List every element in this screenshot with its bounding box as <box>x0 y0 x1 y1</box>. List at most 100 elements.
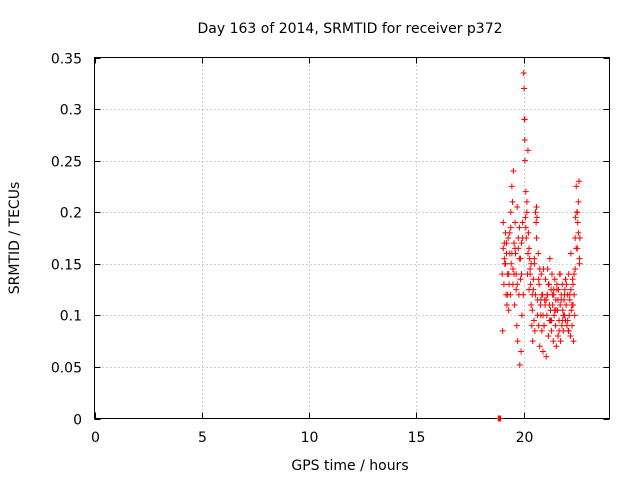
data-point <box>508 250 515 257</box>
data-point <box>535 322 542 329</box>
data-point <box>571 271 578 278</box>
data-point <box>573 245 580 252</box>
x-tick-label: 10 <box>301 430 319 446</box>
data-point <box>545 281 552 288</box>
data-point <box>574 209 581 216</box>
data-point <box>528 322 535 329</box>
data-point <box>535 276 542 283</box>
data-point <box>508 260 515 267</box>
y-tick-label: 0.2 <box>60 206 82 222</box>
data-point <box>512 219 519 226</box>
data-point <box>513 286 520 293</box>
data-point <box>568 302 575 309</box>
data-point <box>565 271 572 278</box>
grid-lines <box>94 57 610 419</box>
data-point <box>522 188 529 195</box>
data-point <box>531 255 538 262</box>
data-point <box>575 229 582 236</box>
data-point <box>527 281 534 288</box>
data-point <box>532 209 539 216</box>
data-point <box>536 343 543 350</box>
data-point <box>566 291 573 298</box>
data-point <box>501 255 508 262</box>
data-point <box>523 235 530 241</box>
y-tick-label: 0.25 <box>51 155 82 171</box>
x-tick-labels: 0 5 10 15 20 <box>91 430 533 446</box>
data-point <box>558 322 565 329</box>
data-point <box>569 276 576 283</box>
data-point <box>563 281 570 288</box>
y-axis-label: SRMTID / TECUs <box>7 182 23 295</box>
data-point <box>519 219 526 226</box>
data-point <box>538 271 545 278</box>
data-point <box>521 116 528 123</box>
data-point <box>572 214 579 221</box>
data-point <box>509 198 516 205</box>
data-point <box>521 85 528 92</box>
data-point <box>568 307 575 314</box>
data-point <box>535 250 542 257</box>
data-point <box>576 260 583 267</box>
data-point <box>539 312 546 319</box>
data-point <box>572 235 579 241</box>
data-point <box>551 276 558 283</box>
data-point <box>568 322 575 329</box>
data-point <box>522 224 529 231</box>
data-point <box>513 322 520 329</box>
data-point <box>517 276 524 283</box>
data-point <box>576 255 583 262</box>
data-point <box>565 327 572 334</box>
data-point <box>551 312 558 319</box>
data-point <box>521 137 528 144</box>
data-point <box>555 296 561 303</box>
data-point <box>553 343 560 350</box>
data-point <box>557 338 564 345</box>
data-point <box>511 271 518 278</box>
data-point <box>527 265 534 272</box>
data-point <box>511 240 518 247</box>
data-point <box>536 265 543 272</box>
data-point <box>533 214 540 221</box>
data-point <box>550 338 557 345</box>
data-point <box>572 265 579 272</box>
data-point <box>499 271 506 278</box>
data-point <box>511 302 518 309</box>
data-point <box>542 276 549 283</box>
data-point <box>546 255 553 262</box>
data-point <box>522 214 529 221</box>
data-point <box>567 250 574 257</box>
data-point <box>524 250 531 257</box>
axis-ticks <box>94 57 610 420</box>
data-point <box>575 198 582 205</box>
data-point <box>514 204 521 211</box>
data-point <box>516 361 523 368</box>
plot-frame <box>94 57 610 419</box>
data-point <box>518 348 525 355</box>
data-point <box>546 302 553 309</box>
data-point <box>533 219 540 226</box>
x-tick-label: 20 <box>516 430 534 446</box>
data-point <box>518 271 525 278</box>
y-tick-label: 0.1 <box>60 309 82 325</box>
data-point <box>516 224 523 231</box>
data-point <box>523 198 530 205</box>
x-tick-label: 0 <box>91 430 100 446</box>
data-point <box>505 235 512 241</box>
data-point <box>514 281 521 288</box>
data-point <box>541 322 548 329</box>
data-point <box>548 317 555 324</box>
data-point <box>505 307 512 314</box>
data-point <box>521 157 528 164</box>
data-point <box>502 260 509 267</box>
data-point <box>530 286 537 293</box>
data-point <box>570 281 577 288</box>
data-point <box>500 245 507 252</box>
data-point <box>507 209 514 216</box>
data-point <box>520 69 527 76</box>
data-point <box>570 338 577 345</box>
data-point <box>516 255 523 262</box>
data-point <box>512 245 519 252</box>
x-tick-label: 5 <box>198 430 207 446</box>
x-tick-label: 15 <box>408 430 426 446</box>
